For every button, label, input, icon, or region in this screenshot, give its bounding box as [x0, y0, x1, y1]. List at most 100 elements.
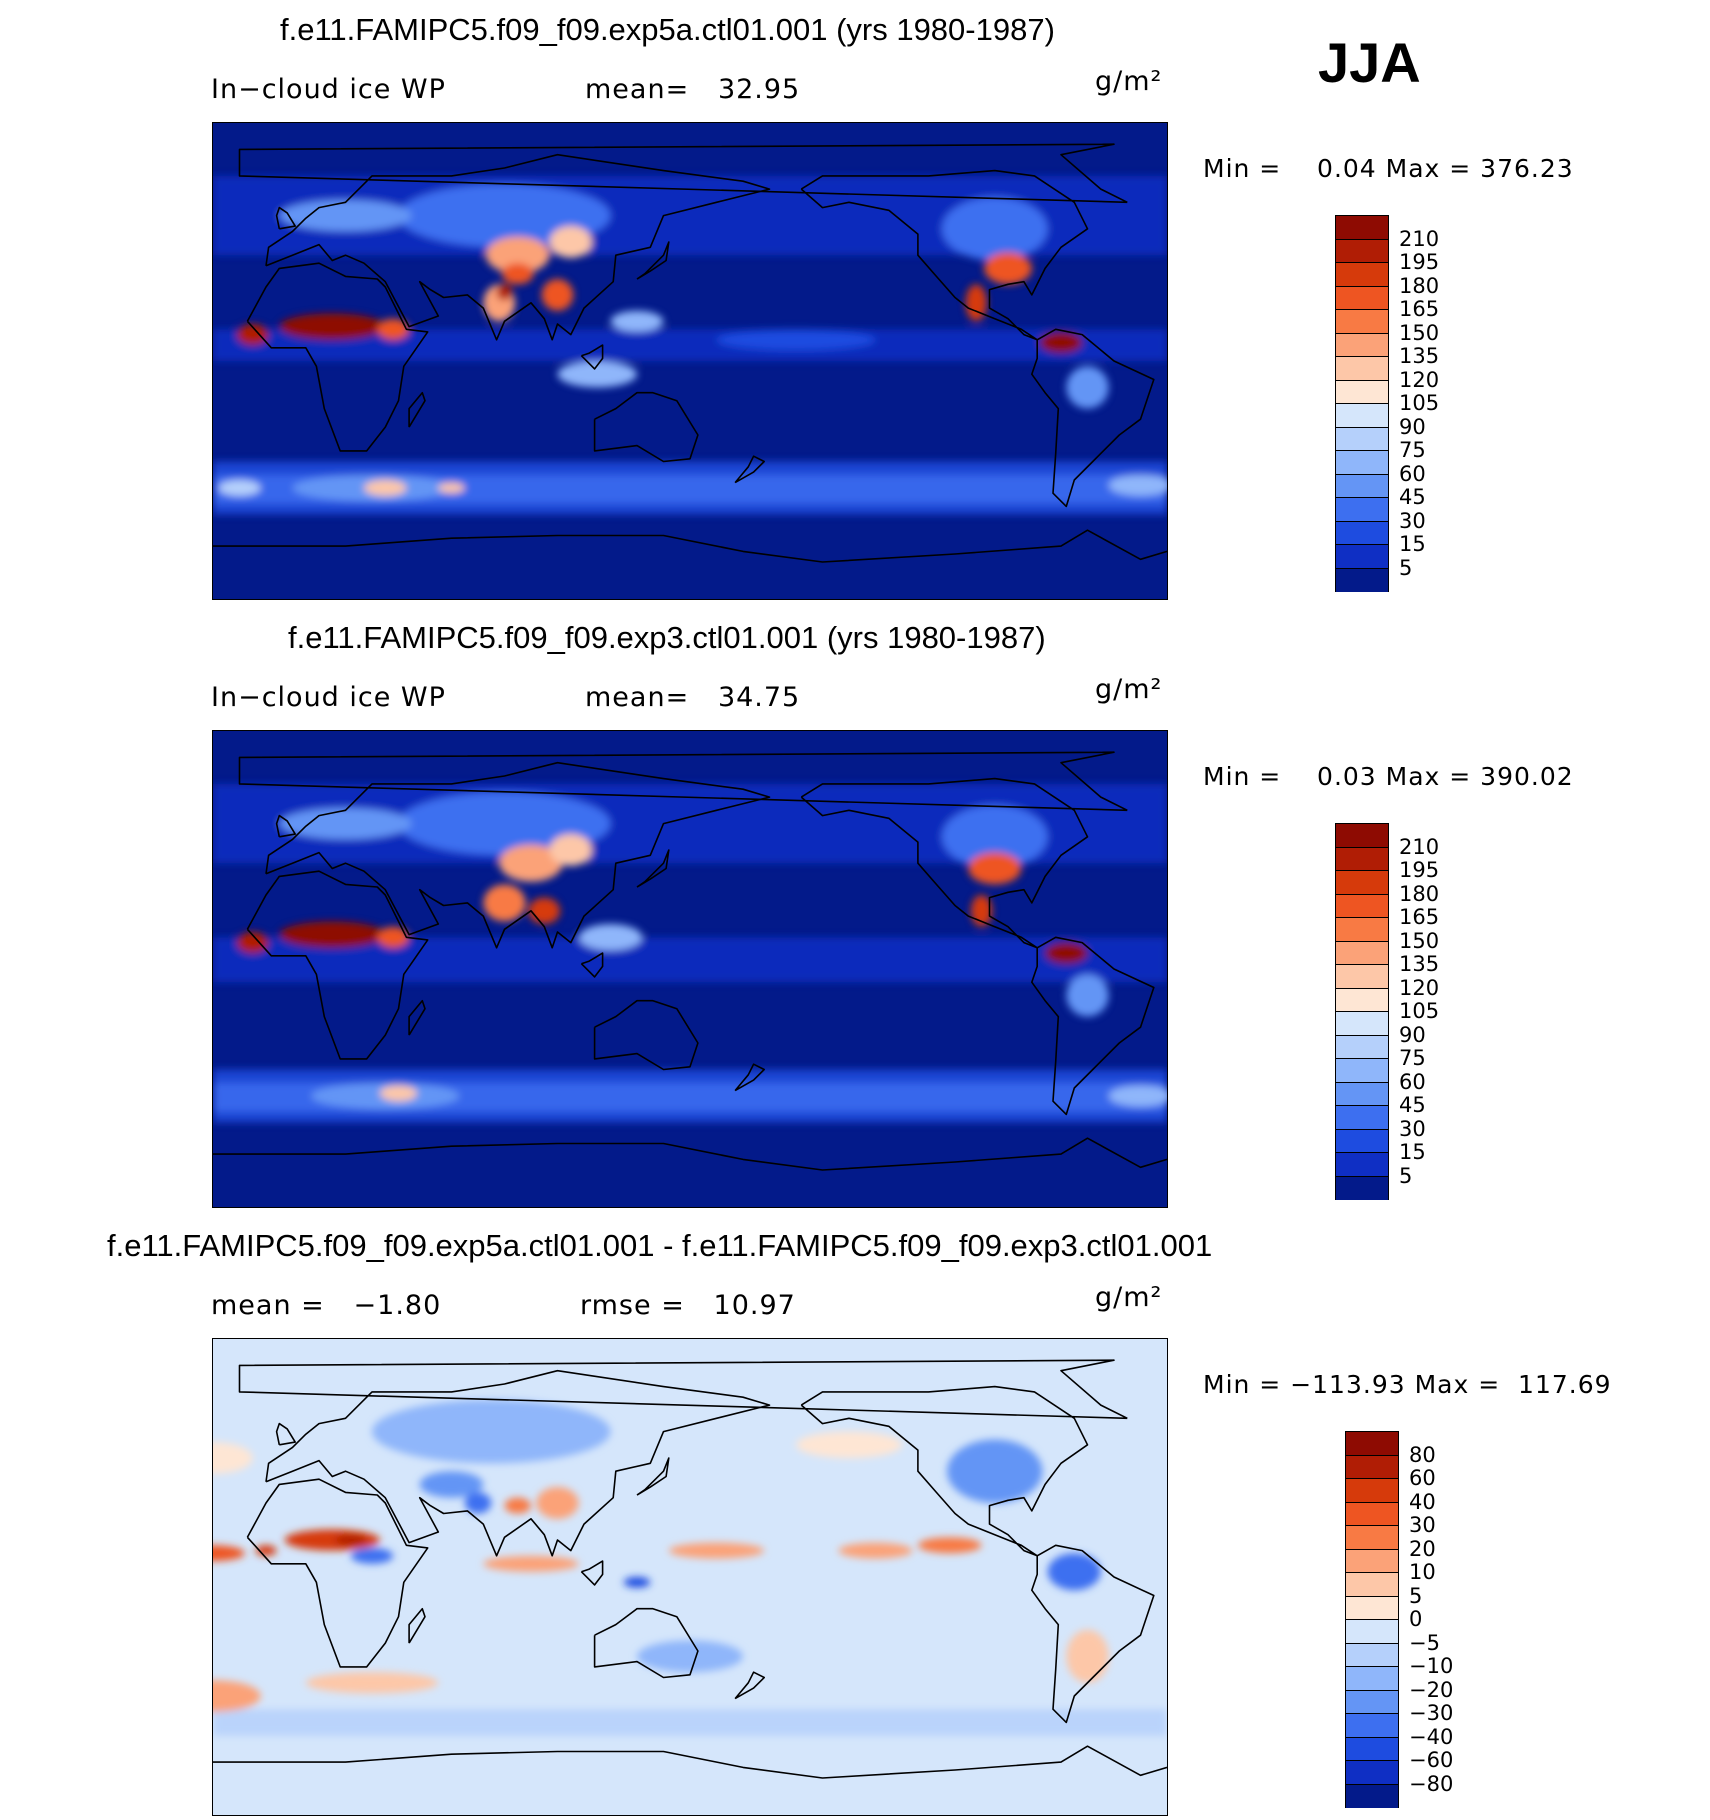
field-blob — [483, 1555, 579, 1572]
panel-2-variable-label: In−cloud ice WP — [211, 682, 446, 713]
coastline — [636, 849, 670, 888]
field-blob — [968, 852, 1022, 885]
coastline — [238, 751, 1128, 812]
coastline — [734, 1671, 766, 1700]
field-blob — [379, 1085, 418, 1102]
field-blob — [557, 361, 637, 388]
coastline — [636, 241, 670, 280]
colorbar-tick-label: 195 — [1399, 858, 1440, 882]
field-blob — [965, 284, 987, 322]
field-blob — [284, 1529, 380, 1551]
field-blob — [499, 844, 563, 882]
field-blob — [279, 313, 386, 340]
coastline — [246, 262, 429, 452]
colorbar-swatch — [1335, 1011, 1389, 1036]
field-blob — [947, 1439, 1043, 1503]
coastline — [593, 999, 699, 1071]
colorbar-swatch — [1335, 1058, 1389, 1083]
panel-1-title: f.e11.FAMIPC5.f09_f09.exp5a.ctl01.001 (y… — [280, 12, 1055, 47]
field-band — [213, 937, 1167, 983]
colorbar-tick-label: 5 — [1399, 1163, 1413, 1188]
field-blob — [941, 805, 1048, 869]
colorbar-tick-label: 90 — [1399, 414, 1426, 439]
coastline — [1030, 936, 1155, 1116]
coastline — [265, 761, 771, 949]
coastline — [580, 1560, 604, 1586]
field-blob — [305, 1672, 439, 1694]
panel-3-mean: mean = −1.80 — [211, 1290, 442, 1321]
coastline — [580, 952, 604, 978]
colorbar-tick-label: 10 — [1409, 1560, 1436, 1584]
field-blob — [279, 921, 386, 948]
colorbar-swatch — [1335, 987, 1389, 1012]
coastline — [238, 1359, 1128, 1420]
colorbar-swatch — [1335, 332, 1389, 357]
field-blob — [501, 263, 534, 285]
colorbar-tick-label: 105 — [1399, 999, 1440, 1023]
coastline — [1030, 1544, 1155, 1724]
field-blob — [279, 199, 412, 232]
panel-3-rmse: rmse = 10.97 — [580, 1290, 796, 1321]
map-canvas — [213, 731, 1167, 1207]
colorbar-swatch — [1335, 426, 1389, 451]
colorbar-swatch — [1345, 1689, 1399, 1714]
coastline — [213, 529, 1167, 563]
field-blob — [984, 252, 1032, 285]
field-band — [213, 1709, 1167, 1736]
colorbar-swatch — [1345, 1501, 1399, 1526]
colorbar-swatch — [1345, 1783, 1399, 1808]
coastline — [593, 391, 699, 463]
colorbar-swatch — [1335, 238, 1389, 263]
field-blob — [464, 1492, 492, 1514]
colorbar-tick-label: 30 — [1399, 1116, 1426, 1141]
colorbar-tick-label: 90 — [1399, 1022, 1426, 1047]
colorbar-swatch — [1335, 823, 1389, 848]
colorbar-swatch — [1335, 1105, 1389, 1130]
colorbar-swatch — [1335, 497, 1389, 522]
colorbar-swatch — [1335, 473, 1389, 498]
panel-2-mean: mean= 34.75 — [585, 682, 801, 713]
colorbar-tick-label: 75 — [1399, 438, 1426, 462]
field-blob — [716, 329, 876, 351]
panel-3-map — [212, 1338, 1168, 1816]
coastline — [580, 344, 604, 370]
field-blob — [1047, 1553, 1101, 1591]
colorbar-swatch — [1335, 1152, 1389, 1177]
coastline — [265, 153, 771, 341]
colorbar-swatch — [1345, 1619, 1399, 1644]
coastline — [408, 1607, 426, 1644]
colorbar-tick-label: 180 — [1399, 881, 1440, 906]
map-canvas — [213, 123, 1167, 599]
field-blob — [372, 1399, 611, 1464]
field-blob — [334, 1534, 367, 1546]
panel-3-units: g/m² — [1095, 1282, 1163, 1313]
colorbar-tick-label: 135 — [1399, 952, 1440, 976]
coastline — [800, 1385, 1089, 1557]
colorbar-tick-label: −80 — [1409, 1771, 1454, 1796]
field-blob — [1108, 1085, 1167, 1107]
coastline — [1030, 328, 1155, 508]
colorbar-swatch — [1345, 1666, 1399, 1691]
colorbar-swatch — [1345, 1454, 1399, 1479]
colorbar-tick-label: −40 — [1409, 1724, 1454, 1749]
colorbar-tick-label: 20 — [1409, 1536, 1436, 1561]
colorbar-swatch — [1335, 215, 1389, 240]
coastline — [265, 1369, 771, 1557]
colorbar-tick-label: 45 — [1399, 485, 1426, 509]
colorbar-swatch — [1335, 1034, 1389, 1059]
colorbar-swatch — [1345, 1431, 1399, 1456]
colorbar-swatch — [1335, 544, 1389, 569]
field-blob — [485, 236, 550, 274]
field-blob — [364, 480, 407, 496]
colorbar-tick-label: 120 — [1399, 367, 1440, 392]
field-blob — [1045, 942, 1088, 964]
colorbar-swatch — [1335, 567, 1389, 592]
field-blob — [549, 834, 592, 866]
colorbar-swatch — [1335, 1081, 1389, 1106]
panel-1-variable-label: In−cloud ice WP — [211, 74, 446, 105]
colorbar-tick-label: 180 — [1399, 273, 1440, 298]
field-blob — [1108, 474, 1167, 496]
coastline — [213, 1745, 1167, 1779]
colorbar-swatch — [1345, 1760, 1399, 1785]
colorbar-tick-label: 60 — [1399, 1069, 1426, 1094]
